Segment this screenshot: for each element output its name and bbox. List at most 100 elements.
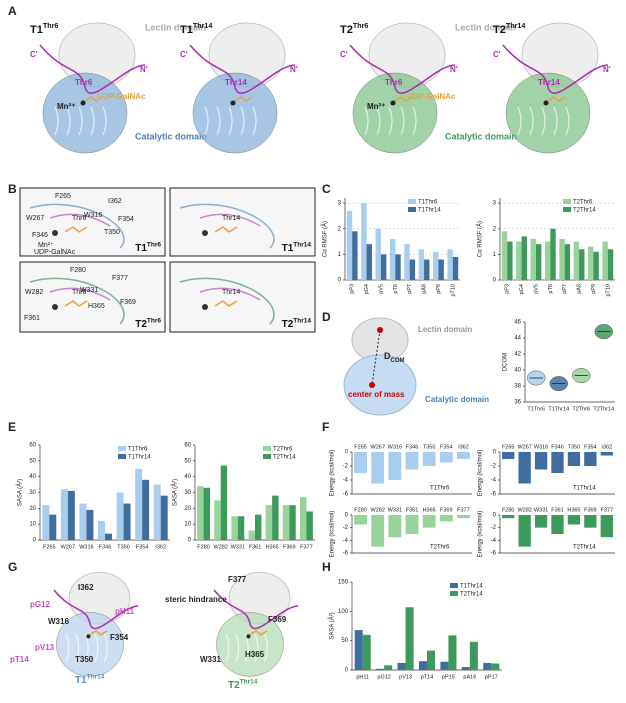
bar (376, 668, 385, 670)
bar (534, 452, 548, 470)
helix (252, 106, 257, 136)
bar (427, 650, 436, 670)
x-tick-label: pT10 (605, 284, 611, 297)
catalytic-domain (352, 72, 438, 154)
panel-letter: B (8, 182, 17, 196)
c-terminus: C' (493, 50, 501, 59)
threonine-label: Thr14 (225, 78, 247, 87)
mn-ion (543, 100, 549, 106)
bar (530, 239, 536, 280)
udp-label: UDP-GalNAc (407, 92, 456, 101)
y-tick-label: 30 (29, 490, 36, 496)
structure-title: T1Thr14 (180, 22, 212, 36)
legend-label: T1Thr14 (460, 584, 483, 590)
x-tick-label: pP9 (436, 284, 442, 294)
bar (214, 500, 221, 540)
x-tick-label: W331 (534, 507, 548, 513)
n-terminus: N' (450, 65, 458, 74)
y-tick-label: -2 (491, 464, 497, 470)
y-tick-label: -2 (343, 464, 349, 470)
title-sup: Thr6 (43, 22, 59, 30)
y-tick-label: 46 (514, 320, 521, 326)
y-tick-label: 40 (514, 368, 521, 374)
helix (412, 106, 417, 136)
x-tick-label: F361 (406, 507, 419, 513)
title-base: T1 (135, 243, 147, 254)
y-axis-label: Energy (kcal/mol) (478, 511, 484, 558)
y-tick-label: 10 (29, 522, 36, 528)
helix (78, 106, 83, 136)
title-sup: Thr14 (240, 678, 258, 685)
udp-label: UDP-GalNAc (97, 92, 146, 101)
y-tick-label: 100 (338, 609, 349, 615)
x-tick-label: pV5 (533, 284, 539, 294)
bar (354, 515, 367, 525)
structure-title: T2Thr6 (340, 22, 368, 36)
bar (518, 452, 531, 484)
bar (518, 515, 531, 547)
catalytic-label: Catalytic domain (425, 395, 489, 404)
bar (452, 256, 459, 280)
bar (220, 465, 228, 540)
residue-label: W282 (25, 289, 43, 296)
x-tick-label: pG4 (519, 284, 525, 294)
bar (607, 249, 614, 280)
bar (371, 452, 385, 484)
udp-galnac (394, 96, 413, 102)
udp-galnac (249, 629, 268, 636)
helix (90, 106, 95, 136)
residue-label: pG12 (30, 600, 51, 609)
mn-ion (246, 634, 251, 639)
legend-label: T1Thr14 (128, 455, 151, 461)
threonine-label: Thr6 (75, 78, 93, 87)
bar (397, 662, 406, 670)
x-tick-label: pT14 (421, 674, 434, 680)
title-sup: Thr14 (293, 317, 311, 324)
residue-label: F369 (120, 299, 136, 306)
bar (584, 515, 597, 528)
y-tick-label: 38 (514, 384, 521, 390)
title-base: T2 (493, 24, 506, 36)
helix (517, 106, 522, 136)
structure-title: T2Thr14 (493, 22, 525, 36)
bar (60, 489, 68, 540)
legend-label: T1Thr6 (430, 486, 450, 492)
bar (160, 495, 168, 540)
title-sup: Thr14 (193, 22, 212, 30)
bar (584, 452, 597, 466)
catalytic-domain (192, 72, 278, 154)
title-sup: Thr14 (293, 241, 311, 248)
bar (388, 515, 402, 538)
panel-letter: D (322, 310, 331, 324)
bar (98, 521, 105, 540)
bar (404, 244, 410, 280)
helix (216, 106, 221, 136)
bar (79, 503, 87, 540)
udp-galnac (84, 96, 103, 102)
helix (565, 106, 570, 136)
mn-label: Mn²⁺ (57, 102, 75, 111)
helix (254, 633, 259, 663)
loop (179, 203, 275, 249)
bar (424, 259, 430, 280)
y-axis-label: Cα RMSF (Å) (322, 221, 329, 257)
catalytic-domain (505, 72, 591, 154)
helix (529, 106, 534, 136)
panel-letter: C (322, 182, 331, 196)
legend-label: T1Thr14 (418, 208, 441, 214)
bar (567, 452, 581, 466)
x-tick-label: F369 (584, 507, 597, 513)
bar (255, 514, 262, 540)
bar (142, 479, 150, 540)
bar (289, 505, 296, 540)
legend-swatch (563, 207, 571, 212)
x-tick-label: W267 (517, 444, 531, 450)
bar (361, 203, 367, 280)
threonine-label: Thr6 (72, 289, 87, 296)
catalytic-domain (56, 612, 124, 677)
residue-label: I362 (108, 198, 122, 205)
bar (422, 452, 436, 466)
legend-swatch (263, 446, 271, 451)
x-tick-label: T1Thr6 (527, 406, 545, 412)
bar (49, 514, 57, 540)
